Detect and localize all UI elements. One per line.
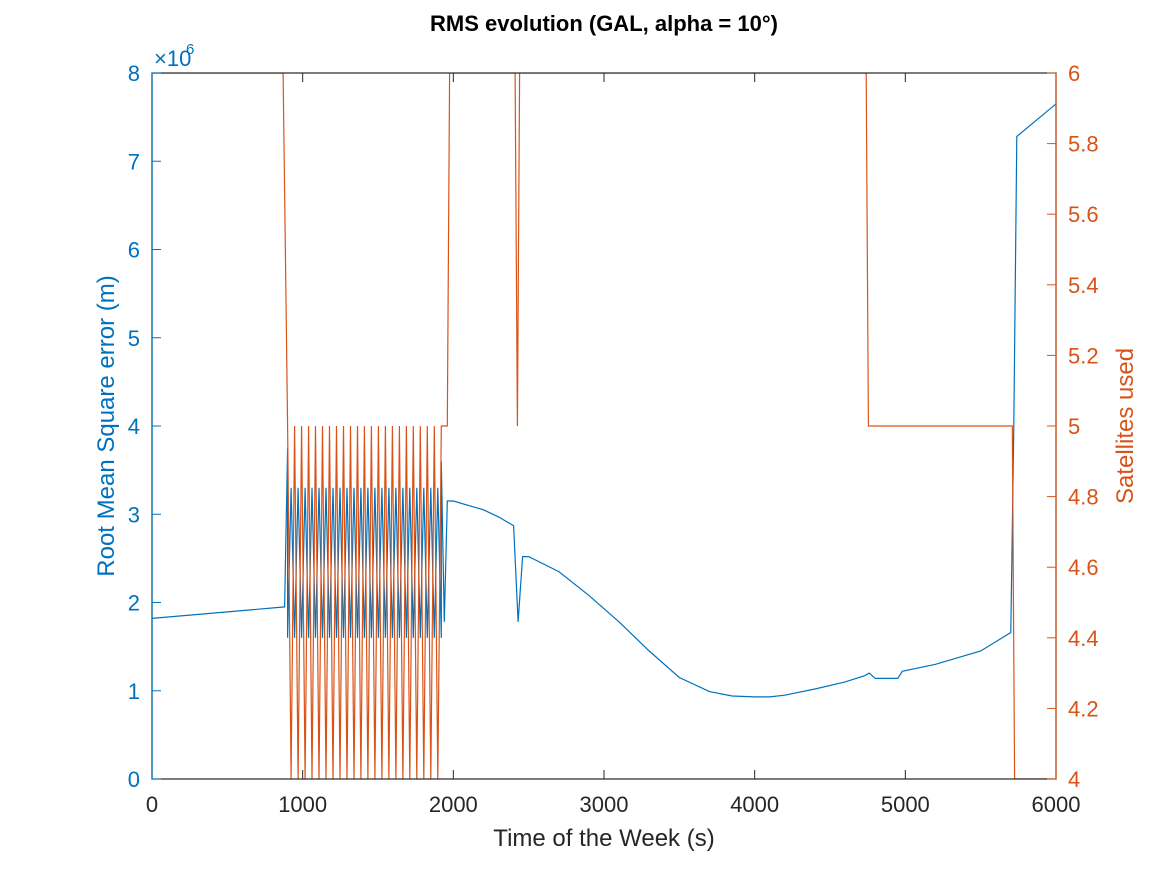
left-y-tick-label: 8 bbox=[128, 61, 140, 86]
right-y-tick-label: 4.4 bbox=[1068, 626, 1099, 651]
x-tick-label: 2000 bbox=[429, 792, 478, 817]
left-y-tick-label: 5 bbox=[128, 326, 140, 351]
left-y-tick-label: 7 bbox=[128, 149, 140, 174]
left-y-tick-label: 3 bbox=[128, 502, 140, 527]
svg-text:6: 6 bbox=[186, 41, 194, 58]
right-y-tick-label: 4.8 bbox=[1068, 485, 1099, 510]
x-tick-label: 0 bbox=[146, 792, 158, 817]
x-tick-label: 5000 bbox=[881, 792, 930, 817]
left-axis-exponent: ×10 6 bbox=[154, 41, 194, 71]
x-tick-label: 3000 bbox=[580, 792, 629, 817]
x-tick-label: 6000 bbox=[1032, 792, 1081, 817]
left-y-tick-label: 2 bbox=[128, 591, 140, 616]
right-y-tick-label: 5.8 bbox=[1068, 132, 1099, 157]
right-y-tick-label: 4.6 bbox=[1068, 555, 1099, 580]
right-y-tick-label: 6 bbox=[1068, 61, 1080, 86]
left-y-tick-label: 6 bbox=[128, 238, 140, 263]
left-axis-label: Root Mean Square error (m) bbox=[93, 275, 120, 576]
x-tick-label: 1000 bbox=[278, 792, 327, 817]
right-y-tick-label: 5.2 bbox=[1068, 343, 1099, 368]
x-axis-label: Time of the Week (s) bbox=[493, 825, 714, 852]
rms-error-line bbox=[152, 103, 1056, 698]
right-y-tick-label: 5.4 bbox=[1068, 273, 1099, 298]
chart-title: RMS evolution (GAL, alpha = 10°) bbox=[430, 11, 778, 36]
right-y-tick-label: 5.6 bbox=[1068, 202, 1099, 227]
satellites-used-line bbox=[152, 73, 1056, 779]
left-y-tick-label: 4 bbox=[128, 414, 140, 439]
right-y-tick-label: 4 bbox=[1068, 767, 1080, 792]
left-y-tick-label: 1 bbox=[128, 679, 140, 704]
x-tick-label: 4000 bbox=[730, 792, 779, 817]
svg-text:×10: ×10 bbox=[154, 46, 191, 71]
left-y-tick-label: 0 bbox=[128, 767, 140, 792]
plot-area bbox=[151, 72, 1057, 780]
right-y-tick-label: 5 bbox=[1068, 414, 1080, 439]
right-axis-label: Satellites used bbox=[1112, 348, 1139, 504]
right-y-tick-label: 4.2 bbox=[1068, 696, 1099, 721]
